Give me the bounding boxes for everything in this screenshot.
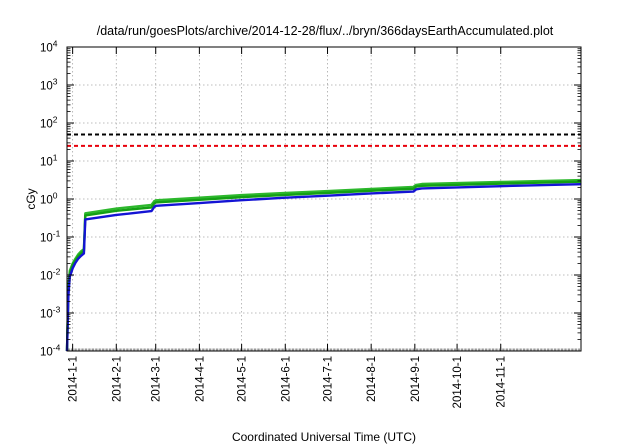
y-tick-label: 103: [40, 77, 58, 93]
x-tick-labels: 2014-1-1 2014-2-1 2014-3-1 2014-4-1 2014-5-1…: [68, 356, 508, 408]
series-line: [65, 178, 582, 352]
x-tick-label: 2014-2-1: [111, 356, 123, 402]
y-tick-label: 10-2: [40, 267, 61, 283]
y-tick-labels: 10-4 10-3 10-2 10-1 100 101 102 103 104: [40, 39, 61, 359]
y-axis-label: cGy: [24, 188, 38, 209]
x-tick-label: 2014-7-1: [323, 356, 335, 402]
y-tick-label: 100: [40, 191, 58, 207]
x-tick-label: 2014-11-1: [496, 356, 508, 408]
x-tick-label: 2014-5-1: [237, 356, 249, 402]
x-tick-label: 2014-10-1: [452, 356, 464, 408]
y-tick-label: 102: [40, 115, 58, 131]
x-tick-label: 2014-3-1: [151, 356, 163, 402]
chart-title: /data/run/goesPlots/archive/2014-12-28/f…: [97, 24, 554, 38]
x-tick-label: 2014-6-1: [280, 356, 292, 402]
y-tick-label: 10-3: [40, 305, 61, 321]
x-tick-label: 2014-9-1: [410, 356, 422, 402]
series-line: [65, 183, 582, 352]
grid: [67, 47, 581, 351]
x-tick-label: 2014-1-1: [68, 356, 80, 402]
y-tick-label: 10-4: [40, 343, 61, 359]
y-tick-label: 101: [40, 153, 58, 169]
x-axis-label: Coordinated Universal Time (UTC): [232, 430, 416, 444]
series-line: [65, 180, 582, 352]
y-tick-label: 104: [40, 39, 58, 55]
x-tick-label: 2014-8-1: [366, 356, 378, 402]
reference-lines: [67, 133, 581, 147]
axis-ticks: [66, 46, 582, 352]
series-lines: [65, 178, 582, 352]
y-tick-label: 10-1: [40, 229, 61, 245]
x-tick-label: 2014-4-1: [194, 356, 206, 402]
